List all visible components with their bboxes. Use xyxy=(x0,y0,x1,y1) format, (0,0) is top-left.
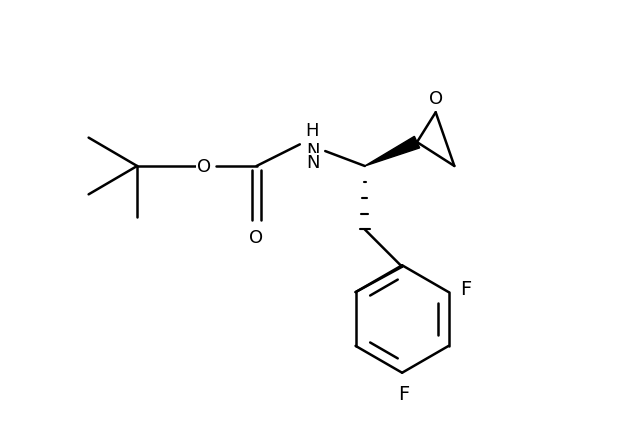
Text: F: F xyxy=(460,279,471,298)
Text: F: F xyxy=(398,384,409,403)
Polygon shape xyxy=(365,137,420,166)
Text: H
N: H N xyxy=(306,121,319,160)
Text: O: O xyxy=(429,90,443,108)
Text: O: O xyxy=(250,228,264,246)
Text: N: N xyxy=(306,154,319,172)
Text: H: H xyxy=(305,122,319,140)
Text: O: O xyxy=(197,158,211,175)
